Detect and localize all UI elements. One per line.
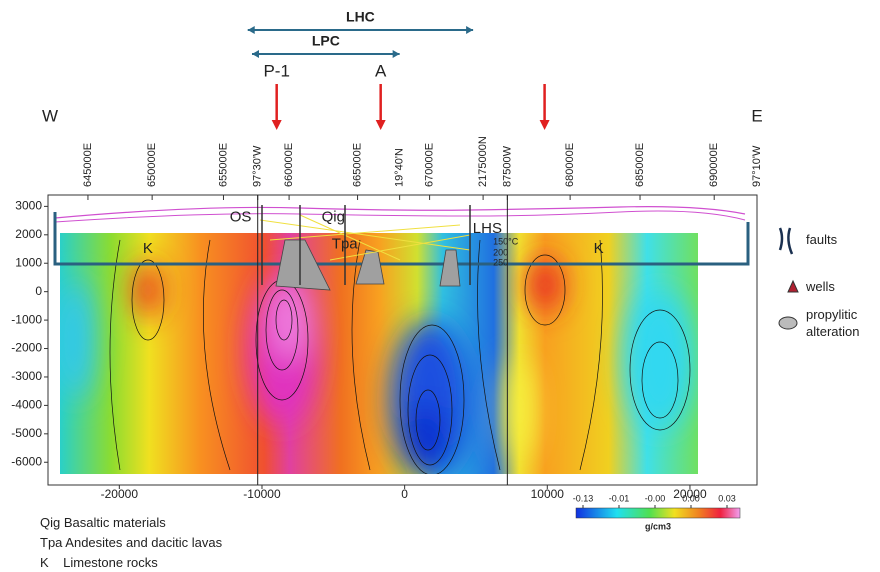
y-tick-label: -3000 [11,369,42,383]
colorbar [576,508,740,518]
chart: -20000-10000010000200003000200010000-100… [0,0,880,572]
figure: -20000-10000010000200003000200010000-100… [0,0,880,572]
unit-label: OS [230,209,252,226]
legend-entry: propylitic alteration [806,306,876,340]
arrow-head [272,120,282,130]
side-label: E [751,106,762,125]
top-tick-label: 645000E [82,143,94,187]
top-tick-label: 665000E [351,143,363,187]
range-label: LPC [312,33,340,49]
colorbar-label: -0.01 [609,493,630,503]
colorbar-label: 0.03 [718,493,736,503]
x-tick-label: -10000 [243,487,281,501]
y-tick-label: 3000 [15,199,42,213]
caption-line: Qig Basaltic materials [40,515,166,530]
unit-label: LHS [473,220,502,237]
top-tick-label: 690000E [708,143,720,187]
arrow-head [540,120,550,130]
well-label: A [375,61,387,80]
top-tick-label: 655000E [217,143,229,187]
colorbar-label: -0.00 [645,493,666,503]
colorbar-label: 0.00 [682,493,700,503]
top-tick-label: 660000E [283,143,295,187]
unit-label: K [594,240,604,257]
y-tick-label: 1000 [15,255,42,269]
top-tick-label: 97°10'W [751,145,763,187]
y-tick-label: 0 [35,284,42,298]
x-tick-label: 0 [401,487,408,501]
fault-icon [780,228,792,254]
colorbar-label: -0.13 [573,493,594,503]
unit-label: Tpa [332,236,359,253]
alteration-icon [779,317,797,329]
side-label: W [42,106,58,125]
legend-entry: faults [806,231,876,248]
arrow-head [376,120,386,130]
y-tick-label: -4000 [11,398,42,412]
top-tick-label: 97°30'W [252,145,264,187]
x-tick-label: -20000 [101,487,139,501]
caption-line: Tpa Andesites and dacitic lavas [40,535,222,550]
colorbar-unit: g/cm3 [645,521,671,531]
top-tick-label: 650000E [146,143,158,187]
top-tick-label: 19°40'N [394,148,406,187]
isotherm-label: 200 [493,248,508,258]
legend-entry: wells [806,278,876,295]
x-tick-label: 10000 [531,487,565,501]
well-icon [788,281,798,292]
y-tick-label: 2000 [15,227,42,241]
y-tick-label: -1000 [11,312,42,326]
y-tick-label: -6000 [11,454,42,468]
well-label: P-1 [263,61,289,80]
top-tick-label: 87500W [501,145,513,187]
range-label: LHC [346,9,375,25]
top-tick-label: 670000E [424,143,436,187]
unit-label: K [143,240,153,257]
top-tick-label: 685000E [634,143,646,187]
isotherm-label: 150°C [493,236,519,246]
unit-label: Qig [322,209,345,226]
y-tick-label: -5000 [11,426,42,440]
top-tick-label: 680000E [564,143,576,187]
y-tick-label: -2000 [11,341,42,355]
isotherm-label: 250 [493,258,508,268]
top-tick-label: 2175000N [477,136,489,187]
caption-line: K Limestone rocks [40,555,158,570]
